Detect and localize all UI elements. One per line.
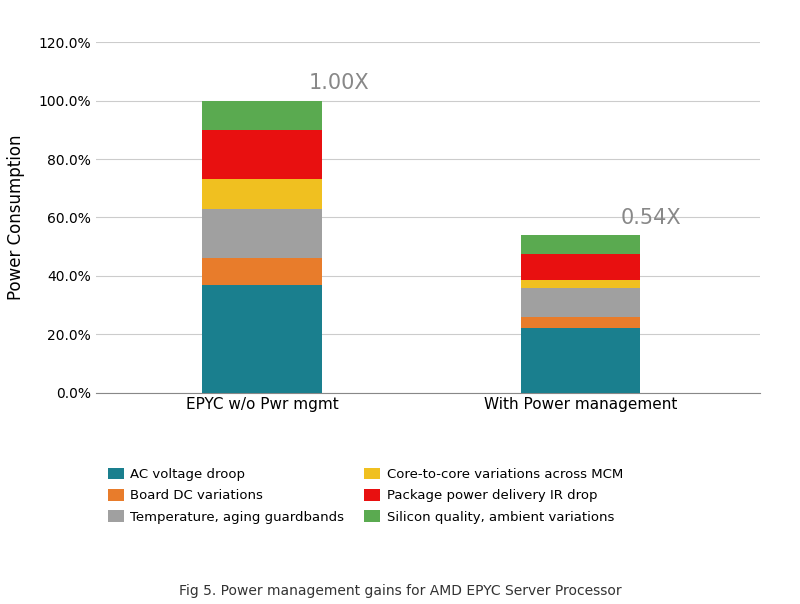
Bar: [521, 280, 641, 288]
Text: Fig 5. Power management gains for AMD EPYC Server Processor: Fig 5. Power management gains for AMD EP…: [178, 584, 622, 598]
Bar: [202, 259, 322, 284]
Bar: [521, 288, 641, 316]
Bar: [202, 130, 322, 179]
Bar: [202, 101, 322, 130]
Bar: [202, 179, 322, 209]
Bar: [521, 254, 641, 280]
Bar: [521, 316, 641, 329]
Bar: [202, 284, 322, 393]
Bar: [521, 235, 641, 254]
Bar: [521, 329, 641, 393]
Text: 1.00X: 1.00X: [309, 73, 369, 94]
Bar: [202, 208, 322, 259]
Y-axis label: Power Consumption: Power Consumption: [6, 135, 25, 300]
Text: 0.54X: 0.54X: [621, 208, 681, 228]
Legend: AC voltage droop, Board DC variations, Temperature, aging guardbands, Core-to-co: AC voltage droop, Board DC variations, T…: [102, 462, 628, 529]
